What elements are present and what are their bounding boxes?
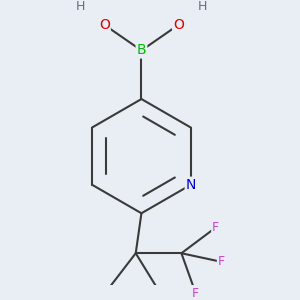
Text: H: H [75, 0, 85, 13]
Text: B: B [136, 44, 146, 58]
Text: F: F [192, 287, 199, 300]
Text: O: O [173, 18, 184, 32]
Text: N: N [186, 178, 196, 192]
Text: F: F [212, 221, 219, 234]
Text: H: H [198, 0, 208, 13]
Text: O: O [99, 18, 110, 32]
Text: F: F [218, 255, 225, 268]
